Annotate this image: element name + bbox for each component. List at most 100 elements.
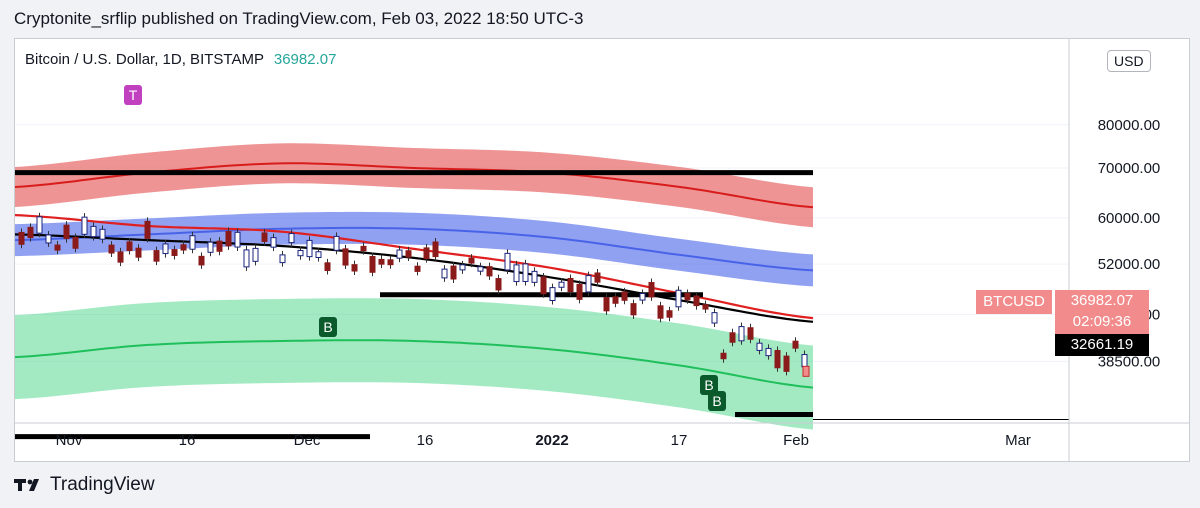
candle-body [720,352,727,360]
time-axis-label: 17 [671,432,688,449]
band-envelope [15,143,813,228]
candle-body [288,233,295,244]
candle-body [27,226,34,239]
candle-body [495,278,502,291]
footer-brand[interactable]: TradingView [14,474,155,496]
brand-name: TradingView [50,474,155,495]
candle-body [171,249,178,256]
candle-body [666,310,673,318]
candle-body [486,266,493,277]
time-axis-label: Mar [1005,432,1031,449]
time-axis-label: Feb [783,432,809,449]
candle-body [396,249,403,259]
candle-body [522,263,529,282]
candle-body [540,276,547,295]
candle-body [747,327,754,340]
time-axis-label: Nov [56,432,83,449]
candle-body [585,275,592,293]
candle-body [801,354,808,368]
candle-body [621,291,628,301]
candle-body [405,250,412,258]
candle-body [126,241,133,252]
candle-body [297,249,304,257]
candle-body [180,244,187,251]
candle-body [216,240,223,252]
candle-body [81,216,88,235]
candle-body [450,265,457,280]
candle-body [531,270,538,283]
candle-body [693,295,700,307]
time-axis-label: 16 [417,432,434,449]
candle-body [63,224,70,240]
candle-body [243,249,250,268]
time-axis-label: 16 [179,432,196,449]
candle-body [792,340,799,349]
signal-marker-buy: B [700,375,718,395]
candle-body [306,239,313,258]
candle-body [189,235,196,250]
marker-label: B [704,377,713,393]
time-axis-label: Dec [294,432,321,449]
marker-label: B [323,319,332,335]
symbol-legend: Bitcoin / U.S. Dollar, 1D, BITSTAMP 3698… [25,51,336,68]
candle-body [333,235,340,251]
candle-body [639,292,646,301]
candle-body [162,243,169,255]
candle-body [153,250,160,262]
candle-body [117,251,124,263]
marker-shape [708,391,726,411]
price-scale-label: 52000.00 [1098,256,1161,273]
candle-body [774,349,781,369]
bar-countdown: 02:09:36 [1072,313,1132,330]
marker-label: T [129,87,138,103]
candle-body [108,244,115,254]
candle-body [594,272,601,283]
candle-body [612,296,619,304]
candle-body [441,268,448,279]
candle-body [45,234,52,244]
band-layer [15,143,813,430]
candle-body [144,220,151,239]
candle-body [513,264,520,283]
candle-layer [18,212,810,377]
price-scale-label: 70000.00 [1098,160,1161,177]
candle-body [387,259,394,266]
candle-body [702,304,709,310]
candle-body [504,252,511,271]
marker-shape [319,317,337,337]
candle-body [549,287,556,302]
currency-button[interactable]: USD [1107,50,1151,72]
candle-body [477,266,484,272]
candle-body [567,277,574,293]
marker-shape [124,85,142,105]
candle-body [369,255,376,273]
last-price-badge: 36982.07 02:09:36 [1055,290,1149,334]
candle-body [468,257,475,264]
candle-body [684,293,691,301]
price-scale-label: 80000.00 [1098,117,1161,134]
candle-body [432,241,439,258]
candle-body [135,247,142,258]
candle-body [414,265,421,272]
candle-body [234,231,241,248]
band-envelope [15,298,813,430]
signal-marker-buy: B [708,391,726,411]
candle-body [783,355,790,372]
publish-info: Cryptonite_srflip published on TradingVi… [14,9,584,28]
time-axis: Nov 16 Dec 16 2022 17 Feb Mar [56,432,1031,449]
marker-label: B [712,393,721,409]
candle-body [225,230,232,247]
candle-body [630,303,637,316]
candle-body [729,332,736,343]
candle-body [459,264,466,271]
price-scale-label: 60000.00 [1098,210,1161,227]
candle-body [198,255,205,266]
candle-body [324,262,331,272]
candle-body [207,241,214,253]
candle-body [378,258,385,265]
candle-body [18,231,25,245]
candle-body [342,248,349,266]
